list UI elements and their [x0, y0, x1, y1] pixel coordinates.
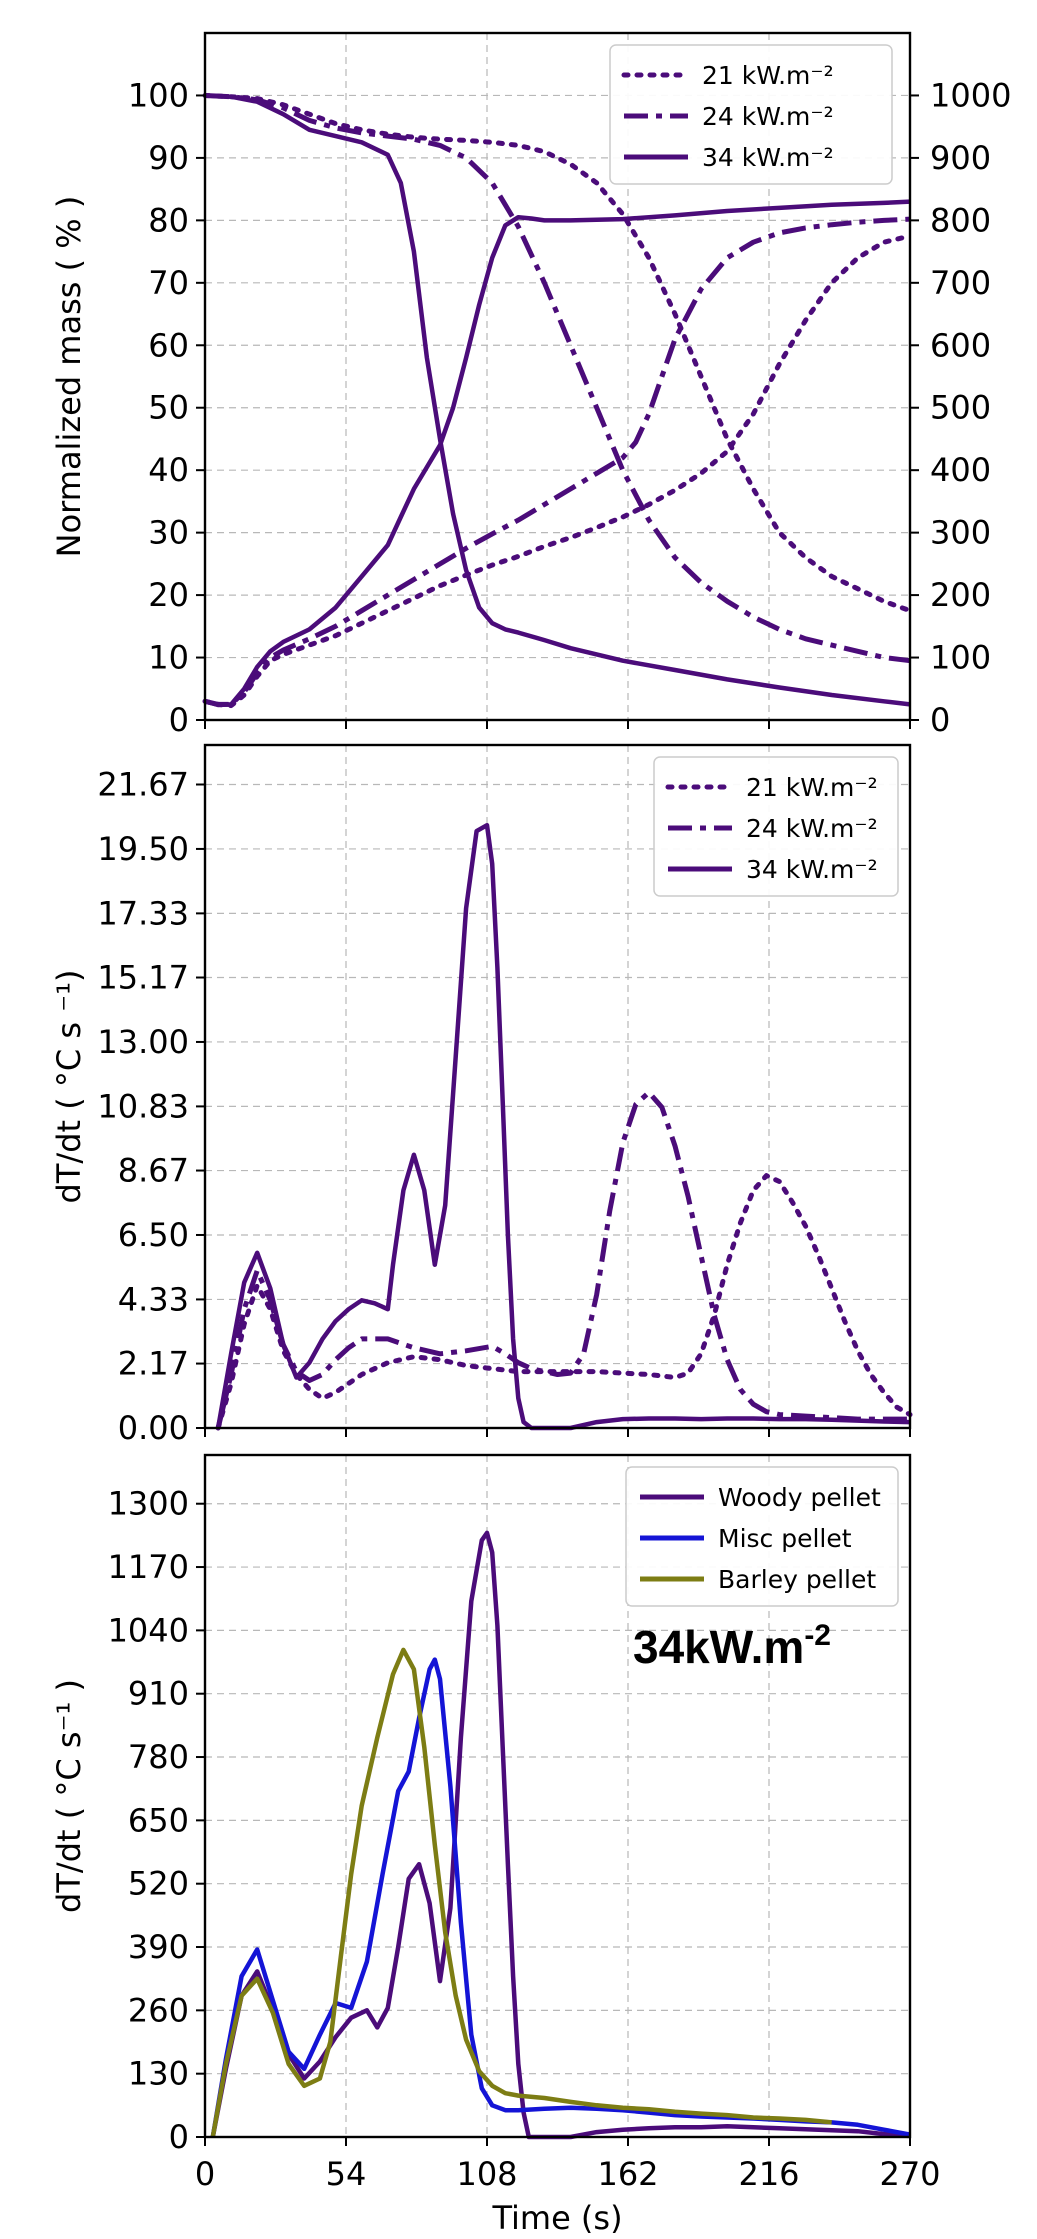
y2-tick-label: 700 — [930, 264, 991, 302]
y-tick-label: 17.33 — [97, 894, 189, 932]
y-tick-label: 80 — [148, 201, 189, 239]
series-line-3 — [204, 93, 911, 707]
plot-frame — [203, 1453, 912, 2139]
x-tick-label: 54 — [326, 2155, 367, 2193]
y2-tick-label: 500 — [930, 389, 991, 427]
y-tick-label: 1040 — [108, 1611, 189, 1649]
y2-tick-label: 300 — [930, 514, 991, 552]
legend-box — [625, 1466, 899, 1607]
y-tick-label: 780 — [128, 1738, 189, 1776]
series-line-3 — [210, 1647, 832, 2138]
panel-3: 34kW.m-2 — [196, 1453, 912, 2146]
y-tick-label: 60 — [148, 326, 189, 364]
y-tick-label: 8.67 — [118, 1152, 189, 1190]
y-tick-label: 4.33 — [118, 1280, 189, 1318]
y2-tick-label: 100 — [930, 639, 991, 677]
legend-label: 24 kW.m⁻² — [702, 102, 834, 131]
y-tick-label: 390 — [128, 1928, 189, 1966]
x-axis-label: Time (s) — [491, 2199, 622, 2237]
legend-label: Woody pellet — [718, 1483, 881, 1512]
y-tick-label: 13.00 — [97, 1023, 189, 1061]
y-axis-label: dT/dt ( °C s⁻¹ ) — [50, 1679, 88, 1913]
y2-tick-label: 800 — [930, 201, 991, 239]
y-tick-label: 100 — [128, 76, 189, 114]
series-line-5 — [204, 216, 911, 707]
y-tick-label: 19.50 — [97, 830, 189, 868]
y-tick-label: 21.67 — [97, 765, 189, 803]
panel-2 — [196, 743, 913, 1437]
legend-label: 21 kW.m⁻² — [746, 773, 878, 802]
series-line-2 — [215, 1089, 910, 1429]
y-tick-label: 30 — [148, 514, 189, 552]
y-tick-label: 2.17 — [118, 1345, 189, 1383]
y-tick-label: 20 — [148, 576, 189, 614]
y-tick-label: 50 — [148, 389, 189, 427]
y2-tick-label: 900 — [930, 139, 991, 177]
y-tick-label: 10 — [148, 639, 189, 677]
y-tick-label: 1170 — [108, 1548, 189, 1586]
y-tick-label: 260 — [128, 1991, 189, 2029]
panel-1 — [196, 31, 919, 729]
legend-label: 21 kW.m⁻² — [702, 61, 834, 90]
y-tick-label: 10.83 — [97, 1087, 189, 1125]
series-line-3 — [215, 822, 911, 1431]
x-tick-label: 0 — [195, 2155, 215, 2193]
y-tick-label: 650 — [128, 1801, 189, 1839]
y2-tick-label: 600 — [930, 326, 991, 364]
y-tick-label: 0 — [169, 2118, 189, 2156]
y-tick-label: 0.00 — [118, 1409, 189, 1447]
annotation-superscript: -2 — [804, 1619, 831, 1652]
x-tick-label: 108 — [456, 2155, 517, 2193]
plot-frame — [203, 31, 912, 722]
y-tick-label: 1300 — [108, 1485, 189, 1523]
y-tick-label: 910 — [128, 1675, 189, 1713]
legend-label: Barley pellet — [718, 1565, 876, 1594]
x-tick-label: 270 — [879, 2155, 940, 2193]
y2-tick-label: 1000 — [930, 76, 1011, 114]
y-tick-label: 90 — [148, 139, 189, 177]
legend-label: 34 kW.m⁻² — [702, 143, 834, 172]
y-tick-label: 6.50 — [118, 1216, 189, 1254]
annotation-base: 34kW.m — [633, 1621, 804, 1673]
y-tick-label: 130 — [128, 2055, 189, 2093]
power-annotation: 34kW.m-2 — [633, 1619, 831, 1673]
y2-tick-label: 200 — [930, 576, 991, 614]
y-tick-label: 40 — [148, 451, 189, 489]
y-axis-label: Normalized mass ( % ) — [50, 196, 88, 558]
legend-label: Misc pellet — [718, 1524, 852, 1553]
y-tick-label: 0 — [169, 701, 189, 739]
series-line-1 — [215, 1173, 913, 1431]
x-tick-label: 216 — [738, 2155, 799, 2193]
legend-label: 34 kW.m⁻² — [746, 855, 878, 884]
y2-tick-label: 0 — [930, 701, 950, 739]
series-line-4 — [202, 233, 913, 709]
legend-box — [609, 44, 893, 185]
y-tick-label: 520 — [128, 1865, 189, 1903]
series-line-6 — [204, 199, 911, 708]
y-tick-label: 15.17 — [97, 959, 189, 997]
legend-label: 24 kW.m⁻² — [746, 814, 878, 843]
series-line-1 — [202, 93, 913, 614]
y2-tick-label: 400 — [930, 451, 991, 489]
legend-box — [653, 756, 899, 897]
x-tick-label: 162 — [597, 2155, 658, 2193]
y-tick-label: 70 — [148, 264, 189, 302]
plot-frame — [203, 743, 912, 1430]
y-axis-label: dT/dt ( °C s ⁻¹) — [50, 970, 88, 1204]
